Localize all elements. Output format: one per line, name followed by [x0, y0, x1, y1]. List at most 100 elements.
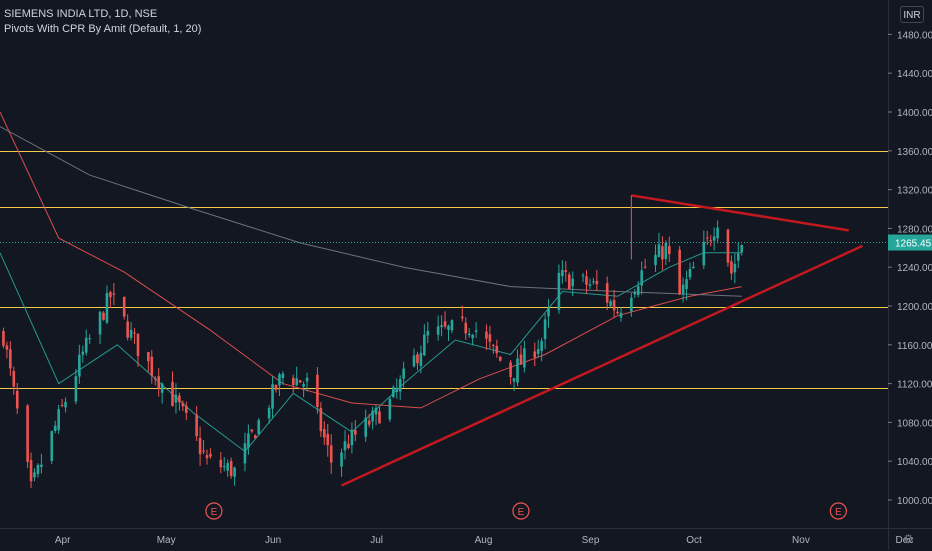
moving-average-line: [0, 111, 742, 409]
candle-body: [53, 425, 57, 432]
candle-body: [547, 307, 550, 317]
candle-body: [250, 429, 254, 432]
candle-body: [709, 240, 712, 242]
candle-body: [295, 378, 298, 386]
candle-body: [423, 334, 426, 356]
candle-body: [436, 326, 440, 335]
symbol-title[interactable]: SIEMENS INDIA LTD, 1D, NSE: [4, 8, 158, 20]
time-tick-label: Oct: [686, 535, 702, 546]
price-tick-label: 1000.00: [897, 496, 932, 507]
earnings-marker[interactable]: [512, 502, 530, 520]
candle-body: [205, 455, 209, 459]
candle-body: [685, 279, 688, 290]
candle-body: [302, 384, 305, 387]
time-tick-label: Nov: [792, 535, 810, 546]
candle-body: [222, 465, 226, 468]
candle-body: [402, 368, 405, 379]
candle-body: [412, 355, 416, 367]
candle-body: [733, 263, 737, 273]
candle-body: [492, 344, 495, 346]
candle-body: [109, 292, 112, 298]
candle-body: [174, 394, 178, 403]
candle-body: [630, 297, 633, 312]
price-tick-label: 1040.00: [897, 457, 932, 468]
time-tick-label: Aug: [475, 535, 493, 546]
time-tick-label: Jun: [265, 535, 281, 546]
earnings-marker[interactable]: [205, 502, 223, 520]
candle-body: [567, 274, 571, 290]
candle-body: [81, 351, 85, 355]
candle-body: [474, 330, 478, 332]
indicator-legend[interactable]: Pivots With CPR By Amit (Default, 1, 20): [4, 23, 202, 35]
candle-body: [378, 411, 381, 424]
candle-body: [171, 381, 174, 407]
candle-body: [702, 241, 706, 266]
candle-body: [519, 354, 523, 365]
candle-body: [661, 246, 664, 260]
candle-body: [678, 249, 681, 295]
candle-body: [592, 281, 595, 283]
time-tick-label: Apr: [55, 535, 71, 546]
candle-body: [643, 266, 647, 268]
trendline[interactable]: [631, 194, 849, 232]
candle-body: [84, 337, 88, 353]
candle-body: [498, 356, 502, 361]
candle-body: [392, 387, 395, 397]
candle-body: [612, 299, 616, 311]
candle-body: [340, 452, 343, 467]
candle-body: [398, 379, 402, 392]
candle-body: [633, 292, 637, 295]
time-tick-label: May: [157, 535, 176, 546]
candle-body: [133, 332, 136, 334]
earnings-marker-label: E: [211, 507, 218, 518]
candle-body: [278, 374, 281, 386]
candle-body: [509, 362, 512, 378]
candle-body: [533, 351, 537, 358]
price-tick-label: 1440.00: [897, 69, 932, 80]
price-tick-label: 1280.00: [897, 224, 932, 235]
currency-button[interactable]: INR: [900, 6, 924, 23]
candle-body: [692, 266, 695, 269]
candle-body: [326, 433, 330, 446]
candle-body: [291, 377, 295, 386]
candle-body: [271, 384, 274, 409]
candle-body: [657, 244, 661, 257]
candle-body: [712, 236, 716, 241]
trendline[interactable]: [341, 244, 864, 487]
candle-body: [305, 377, 309, 382]
candle-body: [36, 464, 40, 475]
candle-body: [40, 464, 43, 467]
candle-body: [323, 429, 326, 438]
candle-body: [202, 450, 205, 452]
price-tick-label: 1320.00: [897, 186, 932, 197]
candle-body: [209, 453, 212, 457]
candle-body: [540, 340, 543, 352]
candle-body: [616, 311, 619, 314]
price-tick-label: 1480.00: [897, 30, 932, 41]
candle-body: [195, 414, 198, 437]
earnings-marker[interactable]: [829, 502, 847, 520]
candle-body: [29, 460, 33, 482]
candle-body: [243, 443, 247, 464]
candle-body: [488, 334, 492, 342]
candle-body: [688, 268, 692, 278]
candle-body: [561, 270, 564, 277]
current-price-badge: [888, 234, 932, 251]
candle-body: [636, 286, 640, 295]
candle-body: [267, 407, 271, 419]
settings-icon[interactable]: ⚙: [903, 532, 914, 546]
candle-body: [395, 387, 399, 392]
candle-body: [122, 296, 126, 317]
candle-body: [619, 312, 623, 318]
candle-body: [112, 293, 116, 295]
candle-body: [219, 459, 223, 468]
candle-body: [588, 284, 592, 286]
candle-body: [536, 349, 540, 354]
candle-body: [178, 395, 181, 403]
candle-body: [654, 254, 657, 266]
candle-body: [595, 280, 599, 285]
candle-body: [461, 316, 464, 319]
candle-body: [585, 276, 588, 285]
candle-body: [98, 311, 102, 335]
